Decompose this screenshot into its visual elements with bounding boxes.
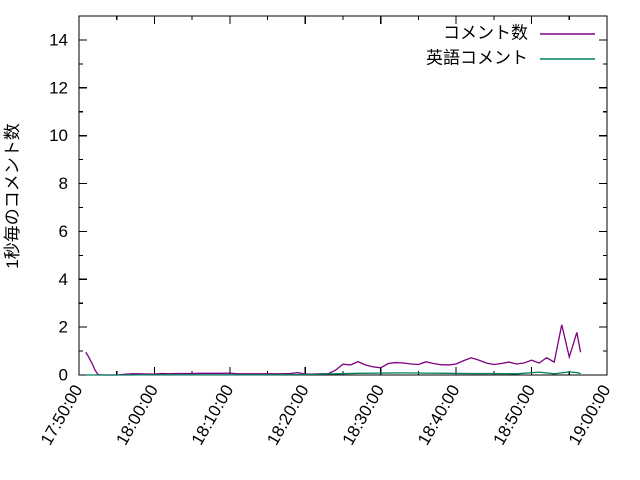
y-tick-label: 14 xyxy=(49,30,68,49)
legend-label-english-comments: 英語コメント xyxy=(426,48,528,67)
y-tick-label: 12 xyxy=(49,78,68,97)
y-tick-label: 10 xyxy=(49,126,68,145)
y-tick-label: 0 xyxy=(59,365,68,384)
y-axis-title: 1秒毎のコメント数 xyxy=(3,123,22,268)
x-axis-ticks xyxy=(78,16,608,375)
y-tick-label: 8 xyxy=(59,174,68,193)
y-tick-label: 6 xyxy=(59,222,68,241)
y-axis-tick-labels: 0 2 4 6 8 10 12 14 xyxy=(49,30,68,384)
legend-label-comments: コメント数 xyxy=(443,23,528,42)
y-tick-label: 2 xyxy=(59,318,68,337)
data-series xyxy=(85,324,582,376)
series-line-english-comments xyxy=(85,371,581,376)
y-axis-ticks xyxy=(79,15,607,376)
y-tick-label: 4 xyxy=(59,270,68,289)
